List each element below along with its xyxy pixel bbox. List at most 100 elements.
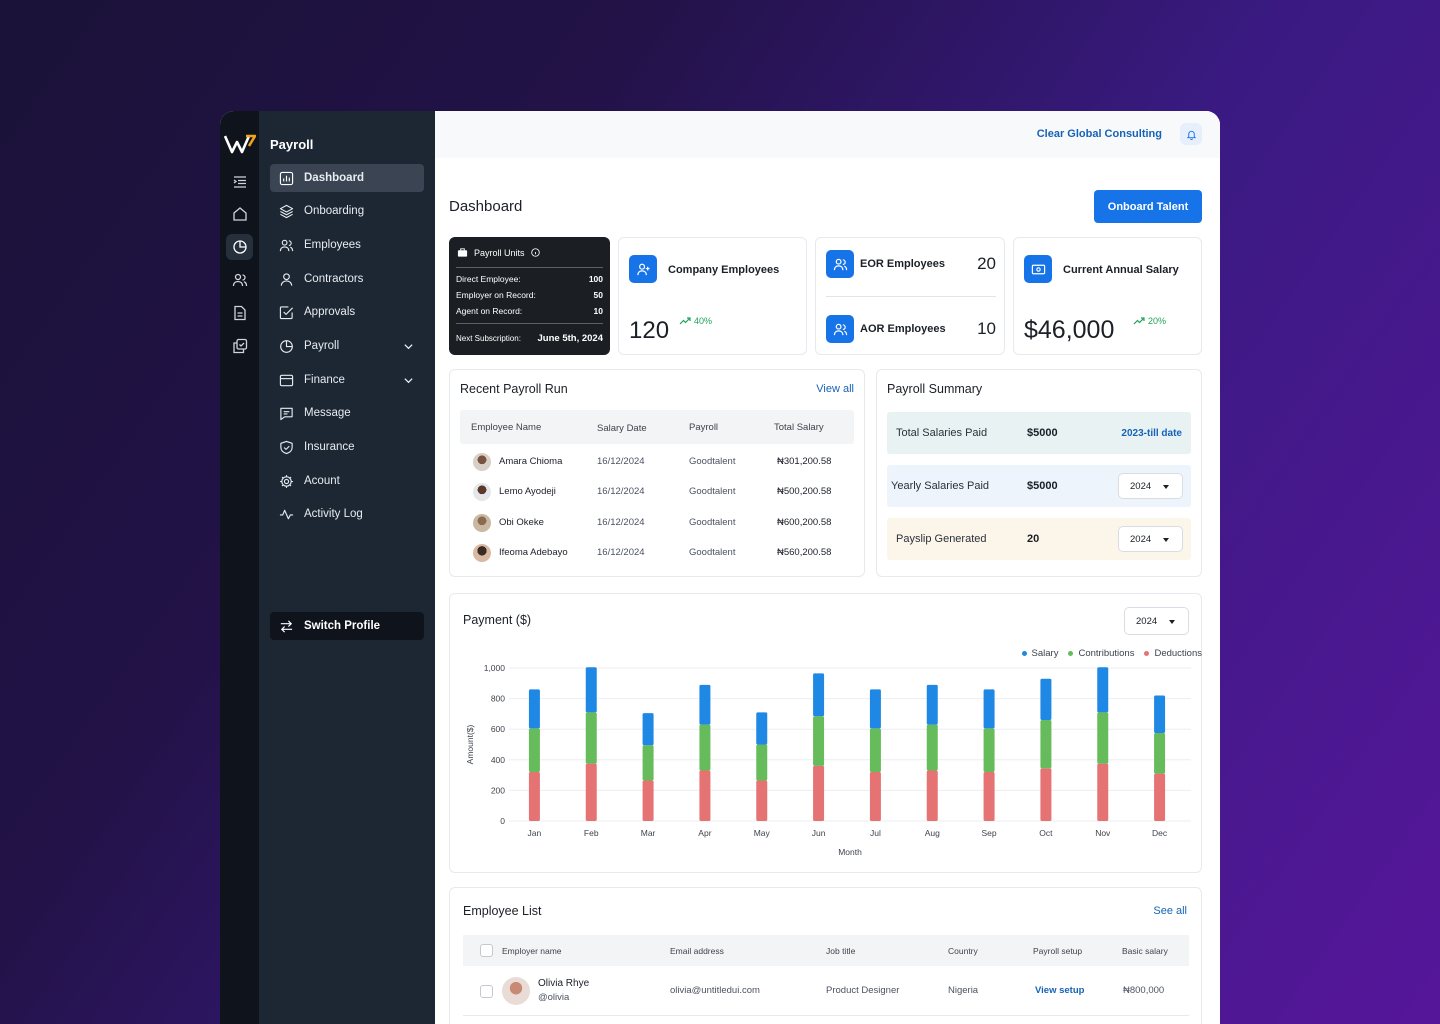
country: Nigeria bbox=[948, 985, 979, 996]
summary-period: 2023-till date bbox=[1121, 428, 1182, 439]
onboard-talent-button[interactable]: Onboard Talent bbox=[1094, 190, 1202, 223]
summary-label: Total Salaries Paid bbox=[896, 427, 988, 439]
avatar bbox=[473, 544, 491, 562]
bar-salary-nov bbox=[1097, 667, 1109, 713]
divider bbox=[456, 323, 603, 324]
sidebar-item-label: Insurance bbox=[304, 441, 355, 453]
select-all-checkbox[interactable] bbox=[480, 944, 493, 957]
layers-icon bbox=[279, 204, 294, 218]
brand-logo-icon bbox=[224, 134, 256, 154]
trend-up-icon bbox=[679, 317, 691, 325]
sidebar-item-finance[interactable]: Finance bbox=[270, 366, 424, 394]
sidebar-item-account[interactable]: Acount bbox=[270, 467, 424, 495]
y-tick-label: 800 bbox=[491, 694, 505, 704]
summary-label: Payslip Generated bbox=[896, 533, 987, 545]
legend-item-salary: Salary bbox=[1021, 648, 1058, 659]
employee-name: Olivia Rhye bbox=[538, 978, 590, 989]
caret-down-icon bbox=[1169, 620, 1175, 624]
see-all-link[interactable]: See all bbox=[1153, 905, 1187, 917]
recent-payroll-card: Recent Payroll Run View all Employee Nam… bbox=[449, 369, 865, 577]
sidebar-item-label: Acount bbox=[304, 475, 340, 487]
sidebar-item-message[interactable]: Message bbox=[270, 399, 424, 427]
year-select[interactable]: 2024 bbox=[1118, 526, 1183, 552]
x-tick-label: Jan bbox=[528, 828, 542, 838]
units-row-value: 10 bbox=[593, 306, 603, 316]
units-row-value: 50 bbox=[593, 290, 603, 300]
bar-contributions-oct bbox=[1040, 720, 1052, 769]
bar-deductions-dec bbox=[1154, 773, 1166, 821]
x-tick-label: May bbox=[754, 828, 771, 838]
sidebar-item-approvals[interactable]: Approvals bbox=[270, 298, 424, 326]
sidebar-item-dashboard[interactable]: Dashboard bbox=[270, 164, 424, 192]
info-icon[interactable] bbox=[530, 248, 540, 257]
sidebar-item-contractors[interactable]: Contractors bbox=[270, 265, 424, 293]
view-setup-link[interactable]: View setup bbox=[1035, 985, 1085, 996]
employee-handle: @olivia bbox=[538, 992, 570, 1003]
briefcase-icon bbox=[457, 248, 468, 257]
next-subscription-date: June 5th, 2024 bbox=[537, 333, 603, 344]
page-title: Dashboard bbox=[449, 198, 523, 215]
employee-name: Amara Chioma bbox=[499, 456, 563, 467]
employee-table-header: Employer name Email address Job title Co… bbox=[463, 935, 1189, 966]
company-name-link[interactable]: Clear Global Consulting bbox=[1036, 128, 1162, 140]
employee-list-title: Employee List bbox=[463, 904, 542, 918]
rail-home-icon[interactable] bbox=[226, 201, 253, 227]
bar-deductions-apr bbox=[699, 770, 711, 821]
chevron-down-icon[interactable] bbox=[403, 341, 414, 352]
payment-chart-card: Payment ($) 2024 bbox=[449, 593, 1202, 873]
payment-title: Payment ($) bbox=[463, 613, 532, 627]
switch-profile-button[interactable]: Switch Profile bbox=[270, 612, 424, 640]
sidebar-item-onboarding[interactable]: Onboarding bbox=[270, 197, 424, 225]
row-checkbox[interactable] bbox=[480, 985, 493, 998]
bar-contributions-feb bbox=[585, 712, 597, 764]
payroll-name: Goodtalent bbox=[689, 547, 736, 558]
x-tick-label: Nov bbox=[1095, 828, 1111, 838]
rail-copy-check-icon[interactable] bbox=[226, 333, 253, 359]
money-icon bbox=[1024, 255, 1052, 283]
view-all-link[interactable]: View all bbox=[816, 383, 854, 395]
payment-year-select[interactable]: 2024 bbox=[1124, 607, 1189, 635]
sidebar: Payroll Dashboard Onboarding Employees C… bbox=[259, 111, 435, 1024]
bar-contributions-jan bbox=[528, 728, 540, 773]
total-salary: ₦600,200.58 bbox=[777, 517, 832, 528]
bar-salary-jun bbox=[813, 673, 825, 717]
company-employees-trend: 40% bbox=[679, 316, 712, 326]
units-row-label: Agent on Record: bbox=[456, 306, 523, 316]
pie-chart-icon bbox=[280, 339, 293, 353]
chevron-down-icon[interactable] bbox=[403, 375, 414, 386]
rail-document-icon[interactable] bbox=[226, 300, 253, 326]
rail-menu-icon[interactable] bbox=[226, 169, 253, 195]
annual-salary-label: Current Annual Salary bbox=[1063, 264, 1179, 276]
legend-item-contributions: Contributions bbox=[1068, 648, 1134, 659]
avatar bbox=[502, 977, 530, 1005]
y-axis-label: Amount($) bbox=[465, 724, 475, 764]
add-user-icon bbox=[629, 255, 657, 283]
main-content: Clear Global Consulting Dashboard Onboar… bbox=[435, 111, 1220, 1024]
select-value: 2024 bbox=[1136, 615, 1158, 627]
divider bbox=[456, 267, 603, 268]
x-tick-label: Oct bbox=[1039, 828, 1053, 838]
payment-bar-chart: 0 200 400 600 800 1,000 Amount($) Jan Feb Mar Apr M… bbox=[465, 663, 1191, 857]
summary-label: Yearly Salaries Paid bbox=[891, 480, 990, 492]
x-tick-label: Aug bbox=[925, 828, 940, 838]
sidebar-item-label: Employees bbox=[304, 239, 361, 251]
company-employees-value: 120 bbox=[629, 317, 670, 344]
bar-contributions-nov bbox=[1097, 712, 1109, 764]
bar-deductions-sep bbox=[983, 772, 995, 821]
icon-rail bbox=[220, 111, 259, 1024]
legend-dot bbox=[1144, 650, 1150, 656]
employee-email: olivia@untitledui.com bbox=[670, 985, 760, 996]
payroll-units-title: Payroll Units bbox=[474, 247, 525, 258]
sidebar-item-payroll[interactable]: Payroll bbox=[270, 332, 424, 360]
year-select[interactable]: 2024 bbox=[1118, 473, 1183, 499]
total-salary: ₦560,200.58 bbox=[777, 547, 832, 558]
notification-bell-icon[interactable] bbox=[1180, 123, 1202, 145]
summary-row-total: Total Salaries Paid $5000 2023-till date bbox=[887, 412, 1191, 454]
bar-contributions-sep bbox=[983, 728, 995, 773]
sidebar-item-insurance[interactable]: Insurance bbox=[270, 433, 424, 461]
sidebar-item-employees[interactable]: Employees bbox=[270, 231, 424, 259]
rail-pie-chart-icon[interactable] bbox=[226, 234, 253, 260]
bar-salary-dec bbox=[1154, 695, 1166, 734]
rail-users-icon[interactable] bbox=[226, 267, 253, 293]
sidebar-item-activity-log[interactable]: Activity Log bbox=[270, 500, 424, 528]
